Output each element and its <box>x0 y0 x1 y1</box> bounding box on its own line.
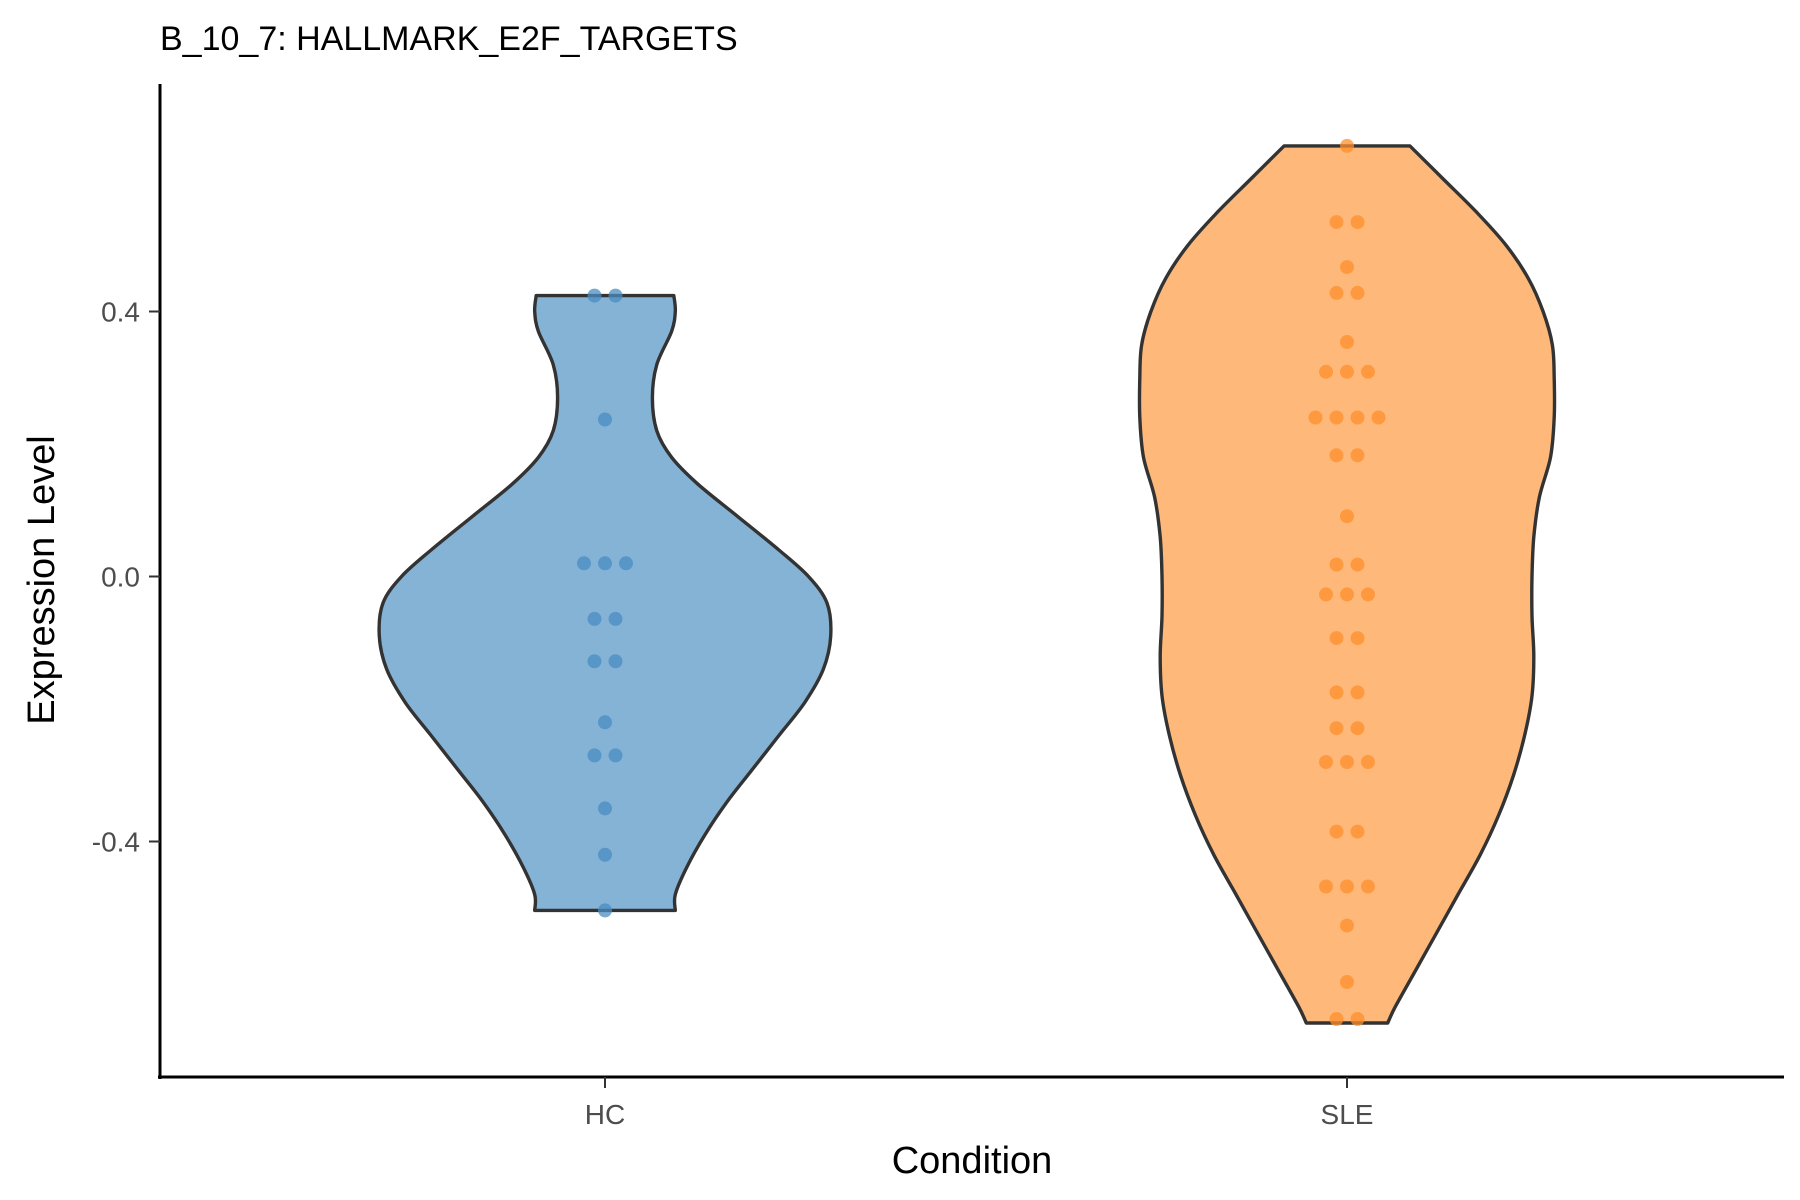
data-point-sle <box>1340 138 1354 153</box>
data-point-sle <box>1340 335 1354 349</box>
data-point-sle <box>1371 410 1386 425</box>
data-point-sle <box>1350 557 1365 572</box>
data-point-hc <box>608 654 623 669</box>
data-point-hc <box>598 556 612 571</box>
data-point-sle <box>1319 879 1333 894</box>
x-tick-label-hc: HC <box>585 1099 625 1130</box>
data-point-sle <box>1329 631 1344 646</box>
data-point-sle <box>1340 587 1354 602</box>
data-point-sle <box>1340 364 1354 379</box>
data-point-hc <box>619 556 633 571</box>
data-point-sle <box>1361 879 1375 894</box>
data-point-hc <box>587 611 602 626</box>
data-point-sle <box>1329 448 1344 463</box>
data-point-sle <box>1329 557 1344 572</box>
data-point-sle <box>1350 721 1365 736</box>
data-point-hc <box>598 801 612 816</box>
data-point-sle <box>1350 410 1365 425</box>
violin-sle <box>1137 144 1557 1025</box>
data-point-hc <box>598 903 612 918</box>
data-point-hc <box>577 556 591 571</box>
x-ticks: HC SLE <box>585 1077 1374 1130</box>
data-point-hc <box>598 715 612 730</box>
y-tick-label: 0.4 <box>101 297 140 328</box>
data-point-sle <box>1350 285 1365 300</box>
y-ticks: 0.4 0.0 -0.4 <box>92 297 160 858</box>
data-point-sle <box>1361 755 1375 769</box>
y-tick-label: 0.0 <box>101 562 140 593</box>
data-point-sle <box>1340 509 1354 524</box>
x-axis-title: Condition <box>892 1140 1053 1182</box>
data-point-hc <box>598 412 612 427</box>
data-point-sle <box>1350 215 1365 230</box>
violin-hc <box>377 293 833 913</box>
data-point-hc <box>587 288 602 303</box>
data-point-hc <box>608 748 623 763</box>
data-point-sle <box>1329 685 1344 700</box>
data-point-sle <box>1329 1012 1344 1026</box>
y-tick-label: -0.4 <box>92 827 140 858</box>
data-point-sle <box>1329 824 1344 839</box>
violins-layer <box>377 144 1557 1025</box>
x-tick-label-sle: SLE <box>1321 1099 1374 1130</box>
data-point-sle <box>1319 587 1333 602</box>
data-point-sle <box>1340 879 1354 894</box>
data-point-sle <box>1319 364 1333 379</box>
data-point-hc <box>587 654 602 669</box>
data-point-sle <box>1329 285 1344 300</box>
data-point-hc <box>598 847 612 862</box>
data-point-hc <box>587 748 602 763</box>
data-point-sle <box>1350 824 1365 839</box>
data-point-sle <box>1361 587 1375 602</box>
data-point-sle <box>1340 975 1354 989</box>
data-point-hc <box>608 611 623 626</box>
chart-title: B_10_7: HALLMARK_E2F_TARGETS <box>160 20 738 58</box>
data-point-sle <box>1350 631 1365 646</box>
data-point-sle <box>1340 755 1354 769</box>
data-point-sle <box>1329 215 1344 230</box>
data-point-sle <box>1361 364 1375 379</box>
data-point-sle <box>1340 918 1354 933</box>
data-point-sle <box>1340 260 1354 275</box>
data-point-sle <box>1308 410 1323 425</box>
points-layer <box>577 138 1386 1026</box>
data-point-sle <box>1350 1012 1365 1026</box>
data-point-sle <box>1329 721 1344 736</box>
data-point-sle <box>1319 755 1333 769</box>
data-point-sle <box>1329 410 1344 425</box>
data-point-sle <box>1350 685 1365 700</box>
data-point-sle <box>1350 448 1365 463</box>
y-axis-title: Expression Level <box>21 435 63 724</box>
data-point-hc <box>608 288 623 303</box>
